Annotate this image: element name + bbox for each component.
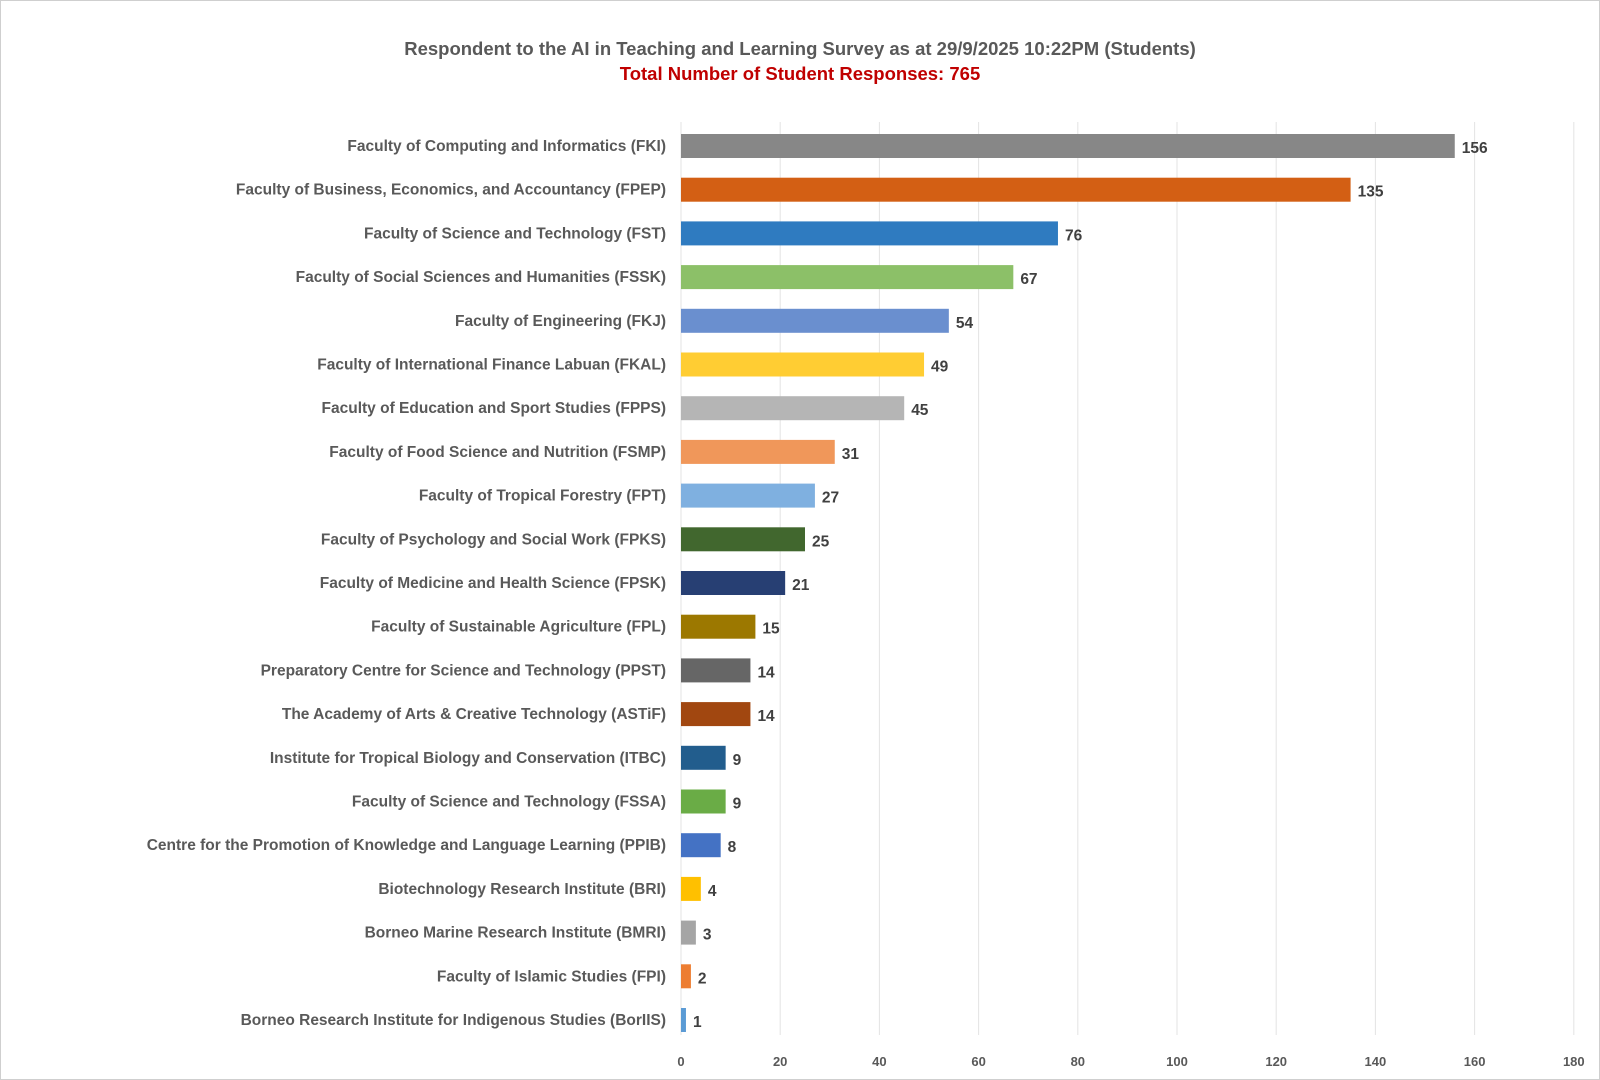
data-label: 31: [842, 446, 860, 463]
category-label: Faculty of Sustainable Agriculture (FPL): [371, 619, 666, 636]
bar: [681, 527, 805, 552]
category-label: Institute for Tropical Biology and Conse…: [270, 750, 666, 767]
bar: [681, 745, 726, 770]
bar: [681, 221, 1058, 246]
category-label: Centre for the Promotion of Knowledge an…: [147, 837, 666, 854]
bar: [681, 920, 696, 945]
category-label: The Academy of Arts & Creative Technolog…: [282, 706, 666, 723]
bar: [681, 352, 925, 377]
data-label: 67: [1020, 271, 1037, 288]
bars: [681, 134, 1455, 1032]
data-label: 25: [812, 533, 830, 550]
data-label: 14: [757, 664, 775, 681]
labels: 0 20 40 60 80 100 120 140 160 180 Faculty of Compu…: [147, 138, 1585, 1069]
bar: [681, 833, 721, 858]
category-label: Borneo Research Institute for Indigenous…: [241, 1012, 666, 1029]
data-label: 9: [733, 752, 742, 769]
bar: [681, 439, 835, 464]
data-label: 15: [762, 621, 780, 638]
category-label: Borneo Marine Research Institute (BMRI): [365, 925, 666, 942]
category-label: Biotechnology Research Institute (BRI): [378, 881, 666, 898]
x-tick-label: 60: [971, 1054, 985, 1069]
bar: [681, 876, 701, 901]
category-label: Faculty of Education and Sport Studies (…: [322, 400, 666, 417]
x-tick-label: 80: [1071, 1054, 1085, 1069]
category-label: Faculty of Food Science and Nutrition (F…: [329, 444, 666, 461]
data-label: 14: [757, 708, 775, 725]
data-label: 1: [693, 1014, 702, 1031]
data-label: 45: [911, 402, 929, 419]
bar: [681, 396, 905, 421]
chart-subtitle: Total Number of Student Responses: 765: [619, 63, 981, 84]
data-label: 9: [733, 796, 742, 813]
data-label: 76: [1065, 227, 1083, 244]
data-label: 21: [792, 577, 810, 594]
x-tick-label: 40: [872, 1054, 886, 1069]
category-label: Faculty of Engineering (FKJ): [455, 313, 666, 330]
bar: [681, 483, 815, 508]
category-label: Faculty of Social Sciences and Humanitie…: [296, 269, 666, 286]
bar: [681, 134, 1455, 158]
x-tick-label: 180: [1563, 1054, 1585, 1069]
data-label: 2: [698, 970, 707, 987]
x-tick-label: 0: [677, 1054, 684, 1069]
data-label: 135: [1358, 184, 1384, 201]
x-tick-label: 160: [1464, 1054, 1486, 1069]
gridlines: [680, 122, 1575, 1035]
category-label: Preparatory Centre for Science and Techn…: [261, 662, 666, 679]
category-label: Faculty of Science and Technology (FST): [364, 225, 666, 242]
data-label: 3: [703, 927, 712, 944]
bar: [681, 177, 1351, 202]
x-tick-label: 140: [1365, 1054, 1387, 1069]
data-label: 54: [956, 315, 974, 332]
bar: [681, 265, 1014, 290]
category-label: Faculty of Islamic Studies (FPI): [437, 968, 666, 985]
category-label: Faculty of Tropical Forestry (FPT): [419, 488, 666, 505]
x-tick-label: 20: [773, 1054, 787, 1069]
data-label: 156: [1462, 140, 1488, 157]
x-tick-label: 120: [1265, 1054, 1287, 1069]
bar: [681, 702, 751, 727]
bar: [681, 964, 691, 989]
bar: [681, 1008, 686, 1032]
category-label: Faculty of Science and Technology (FSSA): [352, 794, 666, 811]
category-label: Faculty of Psychology and Social Work (F…: [321, 531, 666, 548]
x-tick-label: 100: [1166, 1054, 1188, 1069]
bar: [681, 308, 949, 333]
data-label: 27: [822, 490, 839, 507]
data-label: 49: [931, 359, 949, 376]
bar: [681, 658, 751, 683]
category-label: Faculty of Computing and Informatics (FK…: [347, 138, 666, 155]
chart-title: Respondent to the AI in Teaching and Lea…: [404, 38, 1196, 59]
bar: [681, 789, 726, 814]
category-label: Faculty of International Finance Labuan …: [317, 357, 666, 374]
data-label: 4: [708, 883, 717, 900]
category-label: Faculty of Medicine and Health Science (…: [320, 575, 666, 592]
category-label: Faculty of Business, Economics, and Acco…: [236, 182, 666, 199]
bar: [681, 614, 756, 639]
bar: [681, 571, 786, 595]
data-label: 8: [728, 839, 737, 856]
